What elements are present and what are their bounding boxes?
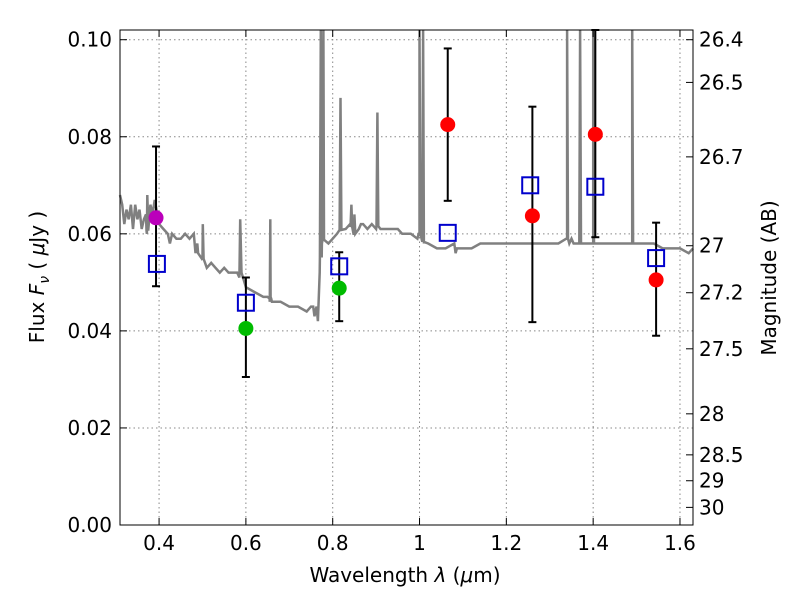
model-photometry-square — [647, 249, 666, 268]
y-axis-title-sub: ν — [37, 276, 53, 284]
x-tick-label: 0.4 — [143, 531, 175, 555]
model-photometry-square — [236, 293, 255, 312]
y-axis-title: Flux Fν ( μJy ) — [25, 211, 53, 343]
model-photometry-square — [147, 254, 166, 273]
x-tick-label: 1.2 — [490, 531, 522, 555]
y-tick-label: 0.04 — [67, 319, 112, 343]
y2-tick-label: 26.7 — [699, 145, 744, 169]
y-tick-label: 0.02 — [67, 416, 112, 440]
x-tick-label: 1.6 — [664, 531, 696, 555]
x-tick-label: 0.6 — [230, 531, 262, 555]
observed-photometry-point — [524, 208, 540, 224]
observed-photometry-point — [238, 320, 254, 336]
x-axis-title-var: λ — [433, 563, 446, 587]
x-axis-title: Wavelength λ (μm) — [309, 563, 500, 587]
y2-tick-label: 29 — [699, 469, 724, 493]
y-axis-title-mu: μ — [25, 243, 49, 257]
y-axis-title-var: F — [25, 283, 49, 295]
y-tick-label: 0.08 — [67, 125, 112, 149]
y2-tick-label: 26.5 — [699, 70, 744, 94]
y2-tick-label: 28.5 — [699, 443, 744, 467]
y2-axis-title: Magnitude (AB) — [757, 200, 781, 355]
observed-photometry-point — [331, 280, 347, 296]
model-photometry-square — [438, 223, 457, 242]
y2-tick-label: 27.2 — [699, 281, 744, 305]
y-tick-label: 0.06 — [67, 222, 112, 246]
model-spectrum — [118, 29, 694, 322]
model-photometry-square — [521, 176, 540, 195]
y-axis-title-paren: ( — [25, 255, 49, 276]
x-axis-title-text: Wavelength — [309, 563, 434, 587]
x-tick-label: 0.8 — [317, 531, 349, 555]
x-tick-label: 1 — [413, 531, 426, 555]
observed-photometry-point — [648, 272, 664, 288]
observed-photometry-point — [440, 117, 456, 133]
photometry-points — [147, 29, 666, 378]
y2-tick-label: 28 — [699, 402, 724, 426]
model-spectrum-line — [118, 29, 694, 322]
x-tick-label: 1.4 — [577, 531, 609, 555]
y2-tick-label: 27 — [699, 234, 724, 258]
y-tick-label: 0.00 — [67, 513, 112, 537]
plot-frame — [119, 29, 694, 526]
y2-tick-label: 30 — [699, 495, 724, 519]
y2-tick-label: 27.5 — [699, 337, 744, 361]
x-axis-title-mu: μ — [459, 563, 473, 587]
y-axis-title-unit: Jy ) — [25, 211, 49, 245]
model-photometry-square — [330, 257, 349, 276]
observed-photometry-point — [148, 210, 164, 226]
axis-ticks: 0.4 0.6 0.8 1 1.2 1.4 1.6 0.00 0.02 0.04 0.06 0.08 0… — [67, 28, 743, 555]
y2-tick-label: 26.4 — [699, 28, 744, 52]
x-axis-title-paren: ( — [446, 563, 460, 587]
y-axis-title-text: Flux — [25, 295, 49, 343]
x-axis-title-unit: m) — [473, 563, 500, 587]
model-photometry-square — [586, 177, 605, 196]
observed-photometry-point — [587, 126, 603, 142]
y-tick-label: 0.10 — [67, 28, 112, 52]
grid — [120, 30, 693, 526]
